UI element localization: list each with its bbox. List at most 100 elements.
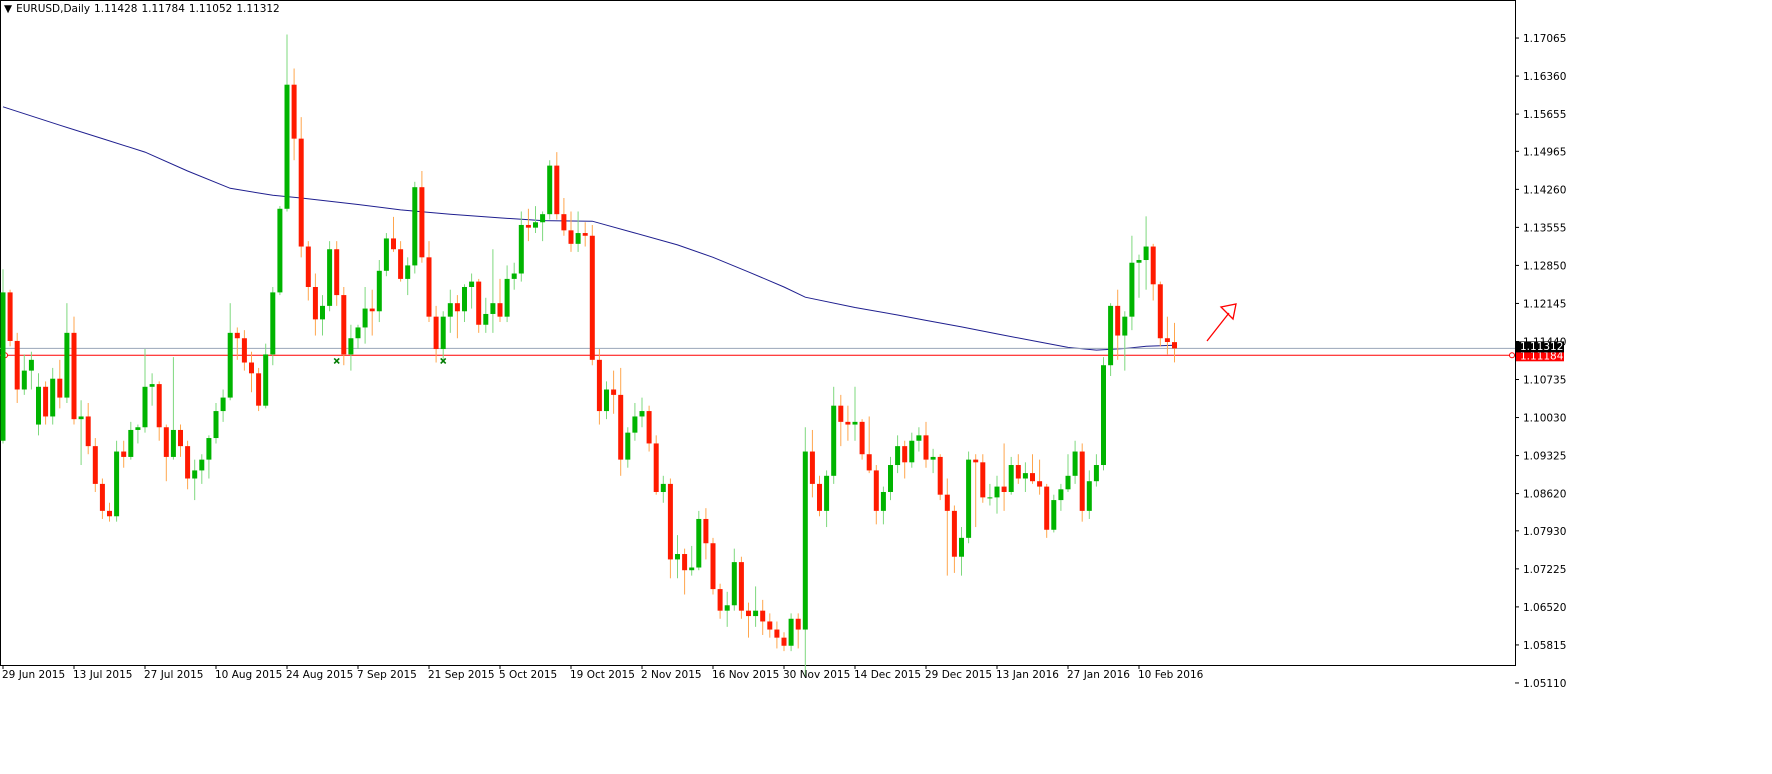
- candle-body: [703, 518, 709, 544]
- candle-body: [426, 257, 432, 317]
- candle-body: [561, 214, 567, 231]
- x-tick-label: 27 Jan 2016: [1067, 669, 1130, 681]
- candle-body: [284, 84, 290, 209]
- x-tick-label: 14 Dec 2015: [854, 669, 921, 681]
- candle-body: [802, 451, 808, 630]
- candle-body: [57, 378, 63, 398]
- candle-body: [604, 389, 609, 412]
- candle-body: [554, 165, 560, 215]
- candle-body: [433, 316, 439, 350]
- candle-body: [1065, 475, 1071, 490]
- candle-body: [327, 249, 333, 306]
- candle-body: [92, 446, 98, 484]
- candle-body: [405, 265, 411, 279]
- candle-body: [1022, 473, 1028, 479]
- candle-body: [391, 238, 396, 250]
- header-close: 1.11312: [236, 3, 280, 15]
- candle-body: [518, 224, 524, 274]
- candle-body: [163, 427, 169, 457]
- candle-body: [277, 208, 283, 293]
- candle-body: [149, 384, 155, 387]
- candle-body: [980, 462, 986, 498]
- candle-body: [355, 327, 361, 339]
- candle-body: [156, 384, 162, 428]
- candle-body: [753, 610, 759, 617]
- candle-body: [511, 273, 517, 279]
- candle-body: [1150, 246, 1156, 285]
- candle-body: [831, 405, 837, 476]
- candle-body: [298, 138, 304, 247]
- candle-body: [916, 435, 922, 441]
- candle-body: [1037, 481, 1043, 487]
- candle-body: [142, 386, 148, 428]
- candle-body: [270, 292, 276, 355]
- candle-body: [412, 187, 418, 266]
- y-tick-label: 1.14965: [1523, 146, 1566, 158]
- candle-body: [170, 429, 176, 457]
- candle-body: [14, 340, 20, 390]
- level-price-label: 1.11184: [1520, 350, 1564, 362]
- candle-body: [689, 567, 695, 571]
- candle-body: [1001, 486, 1007, 492]
- arrow-head: [1219, 303, 1237, 321]
- candle-body: [760, 610, 766, 622]
- candle-body: [781, 637, 787, 646]
- candle-body: [462, 286, 467, 312]
- y-tick-label: 1.12850: [1523, 260, 1566, 272]
- candle-body: [625, 432, 631, 460]
- candle-body: [895, 446, 901, 466]
- candle-body: [320, 305, 325, 320]
- candle-body: [121, 451, 127, 457]
- candle-body: [1051, 500, 1057, 530]
- candle-body: [476, 281, 482, 325]
- x-tick-label: 13 Jul 2015: [73, 669, 132, 681]
- x-tick-label: 19 Oct 2015: [570, 669, 635, 681]
- candle-body: [951, 510, 957, 557]
- candle-body: [880, 491, 886, 511]
- y-tick-label: 1.12145: [1523, 298, 1566, 310]
- level-handle: [1509, 352, 1515, 359]
- x-tick-label: 21 Sep 2015: [428, 669, 495, 681]
- candle-body: [383, 238, 389, 271]
- candle-body: [575, 233, 581, 244]
- y-tick-label: 1.10030: [1523, 413, 1566, 425]
- candle-body: [376, 270, 382, 312]
- candle-body: [483, 313, 489, 325]
- candle-body: [696, 518, 702, 568]
- x-tick-label: 16 Nov 2015: [712, 669, 779, 681]
- candle-body: [1108, 305, 1114, 366]
- x-tick-label: 27 Jul 2015: [144, 669, 203, 681]
- candle-body: [731, 562, 737, 606]
- candle-body: [660, 483, 666, 492]
- y-tick-label: 1.14260: [1523, 184, 1566, 196]
- candle-body: [852, 421, 858, 425]
- candle-body: [185, 446, 191, 479]
- candle-body: [43, 386, 49, 417]
- y-tick-label: 1.17065: [1523, 33, 1566, 45]
- x-tick-label: 13 Jan 2016: [996, 669, 1059, 681]
- y-tick-label: 1.07930: [1523, 526, 1566, 538]
- candle-body: [589, 235, 595, 360]
- candle-body: [256, 373, 262, 406]
- candle-body: [959, 537, 964, 557]
- candle-body: [966, 459, 972, 538]
- candle-body: [596, 359, 602, 412]
- candle-body: [973, 459, 979, 463]
- candle-body: [994, 486, 1000, 498]
- x-tick-label: 2 Nov 2015: [641, 669, 702, 681]
- candle-body: [199, 459, 205, 471]
- candle-body: [78, 416, 84, 420]
- candle-body: [930, 456, 936, 460]
- candle-body: [1157, 284, 1163, 339]
- candle-body: [909, 440, 915, 463]
- candle-body: [213, 411, 219, 439]
- candle-body: [398, 249, 404, 279]
- candle-body: [1086, 481, 1092, 511]
- candle-body: [653, 443, 659, 492]
- candle-body: [504, 278, 510, 317]
- chart-header: ▼ EURUSD,Daily 1.11428 1.11784 1.11052 1.1131…: [4, 3, 284, 15]
- candle-body: [454, 303, 460, 312]
- candle-body: [490, 303, 496, 314]
- candle-body: [135, 427, 141, 430]
